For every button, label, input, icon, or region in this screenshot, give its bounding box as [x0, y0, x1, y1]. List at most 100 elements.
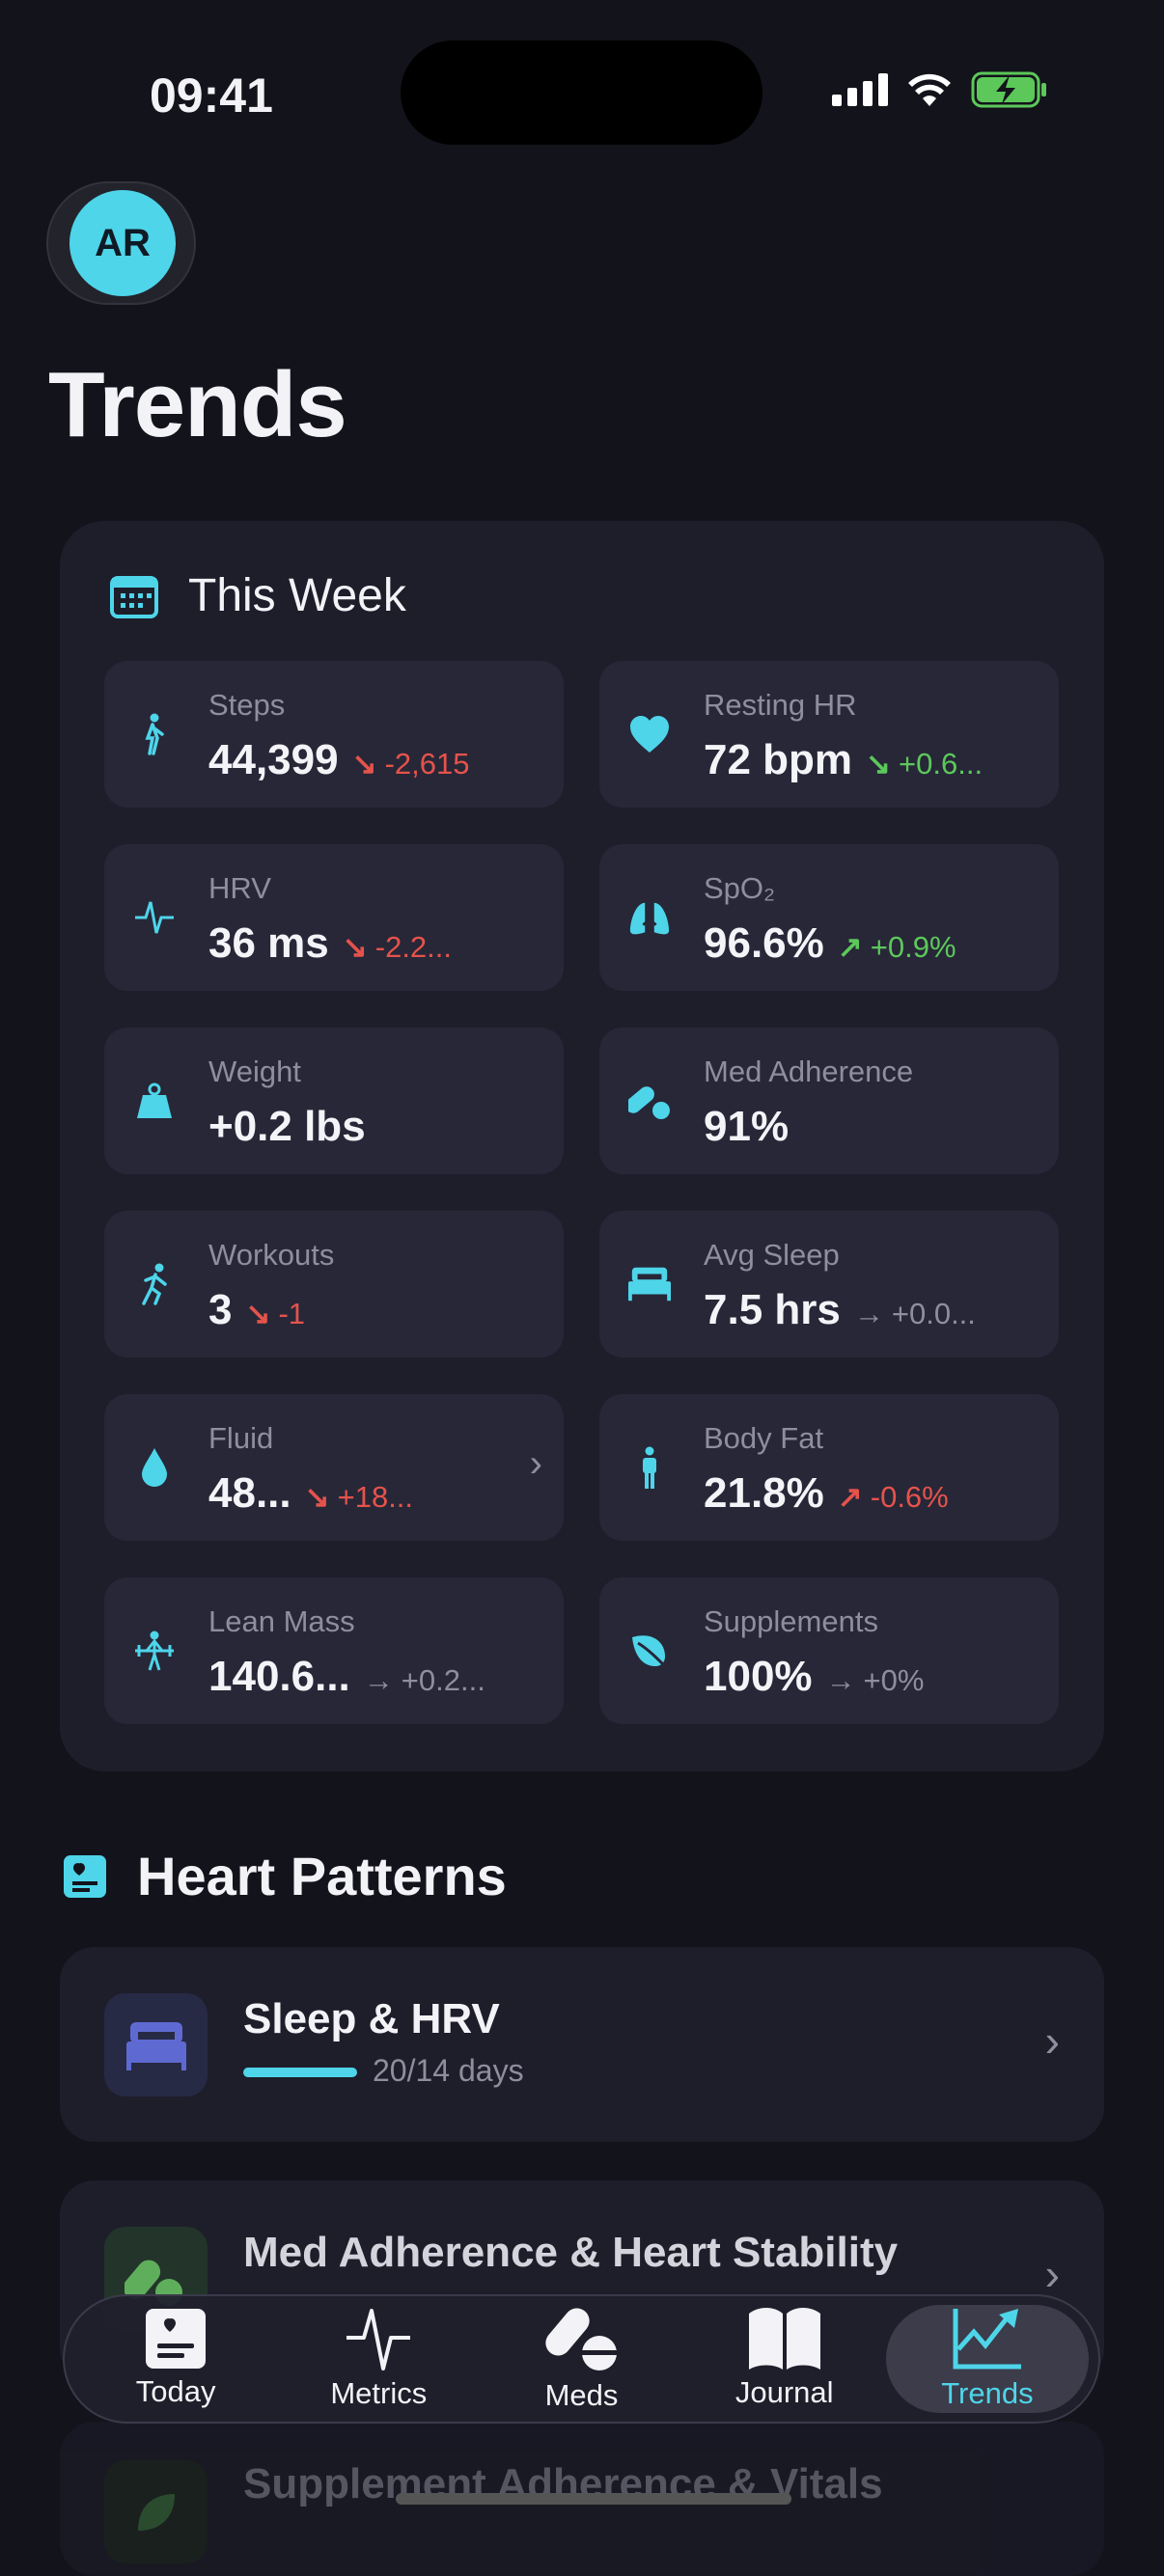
tab-label: Journal: [734, 2375, 834, 2409]
metric-label: HRV: [208, 871, 271, 905]
pills-icon: [628, 1076, 671, 1126]
metric-label: Steps: [208, 688, 286, 722]
metric-delta: -2,615: [384, 747, 470, 781]
metric-tile-avg-sleep[interactable]: Avg Sleep 7.5 hrs → +0.0...: [599, 1211, 1059, 1357]
trend-arrow-up-icon: ↗: [837, 930, 863, 964]
metric-value: 7.5 hrs: [704, 1286, 841, 1333]
tab-journal[interactable]: Journal: [683, 2305, 886, 2413]
metric-value: 21.8%: [704, 1469, 824, 1517]
avatar[interactable]: AR: [69, 190, 176, 296]
metric-value: 91%: [704, 1103, 790, 1150]
waveform-icon: [346, 2309, 411, 2370]
tab-label: Meds: [544, 2378, 619, 2412]
heart-card-icon: [64, 1854, 106, 1898]
book-icon: [748, 2308, 820, 2370]
metric-label: Lean Mass: [208, 1604, 355, 1638]
leaf-icon: [628, 1626, 671, 1676]
page-title: Trends: [48, 353, 347, 456]
metric-value: 96.6%: [704, 919, 824, 967]
trend-arrow-flat-icon: →: [363, 1663, 394, 1697]
calendar-icon: [110, 575, 158, 618]
heart-patterns-title: Heart Patterns: [137, 1846, 507, 1906]
metric-tile-resting-hr[interactable]: Resting HR 72 bpm ↘ +0.6...: [599, 661, 1059, 808]
metric-delta: +0.9%: [870, 930, 956, 964]
pattern-card-sleep-hrv[interactable]: Sleep & HRV 20/14 days ›: [60, 1947, 1104, 2142]
chevron-right-icon: ›: [1044, 2249, 1060, 2299]
heart-patterns-header: Heart Patterns: [62, 1845, 507, 1907]
tab-meds[interactable]: Meds: [480, 2305, 682, 2413]
tab-metrics[interactable]: Metrics: [277, 2305, 480, 2413]
trend-arrow-down-icon: ↘: [351, 747, 377, 781]
bed-icon: [628, 1259, 671, 1309]
pattern-title: Med Adherence & Heart Stability: [243, 2229, 899, 2276]
metric-tile-weight[interactable]: Weight +0.2 lbs: [104, 1028, 564, 1174]
metric-tile-med-adherence[interactable]: Med Adherence 91%: [599, 1028, 1059, 1174]
trend-arrow-up-icon: ↗: [837, 1480, 863, 1514]
chart-up-icon: [953, 2309, 1021, 2370]
scale-icon: [133, 1076, 176, 1126]
metric-tile-spo-[interactable]: SpO₂ 96.6% ↗ +0.9%: [599, 844, 1059, 991]
metric-tile-workouts[interactable]: Workouts 3 ↘ -1: [104, 1211, 564, 1357]
tab-label: Metrics: [330, 2376, 428, 2410]
pills-icon: [544, 2308, 619, 2370]
wifi-icon: [908, 73, 951, 106]
this-week-title: This Week: [188, 570, 406, 621]
metric-label: Med Adherence: [704, 1055, 914, 1088]
dynamic-island: [401, 41, 762, 145]
tab-label: Today: [135, 2374, 216, 2408]
metric-label: SpO₂: [704, 871, 776, 905]
metric-label: Body Fat: [704, 1421, 824, 1455]
metric-delta: -1: [278, 1297, 306, 1330]
metric-delta: -2.2...: [374, 930, 453, 964]
home-indicator: [396, 2493, 791, 2505]
metric-value: 44,399: [208, 736, 339, 783]
progress-text: 20/14 days: [373, 2053, 524, 2088]
drop-icon: [133, 1442, 176, 1493]
metric-delta: +18...: [337, 1480, 414, 1514]
heart-icon: [628, 709, 671, 759]
chevron-right-icon: ›: [1044, 2015, 1060, 2066]
status-time: 09:41: [150, 69, 273, 123]
trend-arrow-flat-icon: →: [853, 1297, 884, 1330]
tab-bar: Today Metrics Meds Journal Trends: [63, 2294, 1100, 2424]
trend-arrow-down-icon: ↘: [304, 1480, 330, 1514]
metric-value: 36 ms: [208, 919, 329, 967]
metric-delta: +0.6...: [899, 747, 984, 781]
tab-label: Trends: [941, 2376, 1034, 2410]
progress-bar: [243, 2068, 357, 2077]
waveform-icon: [133, 892, 176, 943]
metric-tile-body-fat[interactable]: Body Fat 21.8% ↗ -0.6%: [599, 1394, 1059, 1541]
metric-tile-hrv[interactable]: HRV 36 ms ↘ -2.2...: [104, 844, 564, 991]
tab-today[interactable]: Today: [74, 2305, 277, 2413]
bed-icon: [104, 1993, 208, 2096]
trend-arrow-down-icon: ↘: [245, 1297, 271, 1330]
metric-label: Avg Sleep: [704, 1238, 840, 1272]
metric-tile-supplements[interactable]: Supplements 100% → +0%: [599, 1577, 1059, 1724]
metric-delta: +0%: [863, 1663, 925, 1697]
tab-trends[interactable]: Trends: [885, 2305, 1090, 2413]
weightlifting-icon: [133, 1626, 176, 1676]
walking-icon: [133, 709, 176, 759]
metric-label: Workouts: [208, 1238, 335, 1272]
metric-delta: +0.0...: [891, 1297, 976, 1330]
metric-delta: +0.2...: [401, 1663, 485, 1697]
heart-card-icon: [146, 2309, 207, 2369]
metric-label: Resting HR: [704, 688, 857, 722]
battery-charging-icon: [971, 71, 1046, 108]
lungs-icon: [628, 892, 671, 943]
metric-tile-steps[interactable]: Steps 44,399 ↘ -2,615: [104, 661, 564, 808]
metric-tile-lean-mass[interactable]: Lean Mass 140.6... → +0.2...: [104, 1577, 564, 1724]
metric-value: 100%: [704, 1653, 813, 1700]
running-icon: [133, 1259, 176, 1309]
metric-value: 3: [208, 1286, 233, 1333]
status-icons: [832, 71, 1048, 108]
metric-value: 72 bpm: [704, 736, 853, 783]
chevron-right-icon: ›: [529, 1442, 542, 1485]
pattern-title: Sleep & HRV: [243, 1995, 500, 2042]
trend-arrow-flat-icon: →: [825, 1663, 856, 1697]
metric-value: 140.6...: [208, 1653, 350, 1700]
person-icon: [628, 1442, 671, 1493]
signal-icon: [832, 73, 888, 106]
metric-tile-fluid[interactable]: Fluid 48... ↘ +18... ›: [104, 1394, 564, 1541]
metric-label: Fluid: [208, 1421, 274, 1455]
